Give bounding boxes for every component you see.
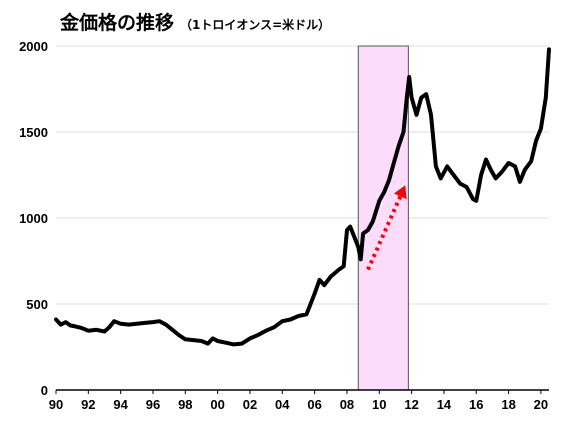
highlight-band <box>357 45 409 391</box>
gold-price-line <box>54 47 551 347</box>
chart-title-main: 金価格の推移 <box>60 12 175 34</box>
x-tick-label: 98 <box>178 397 192 412</box>
x-tick-label: 14 <box>437 397 452 412</box>
y-tick-label: 2000 <box>19 39 48 54</box>
x-tick-label: 20 <box>534 397 548 412</box>
x-tick-label: 10 <box>372 397 386 412</box>
x-tick-label: 92 <box>81 397 95 412</box>
y-tick-label: 500 <box>26 297 48 312</box>
chart-title: 金価格の推移 （1トロイオンス=米ドル） <box>60 8 330 35</box>
y-tick-label: 1500 <box>19 125 48 140</box>
chart-subtitle: （1トロイオンス=米ドル） <box>180 18 331 32</box>
x-tick-label: 12 <box>404 397 418 412</box>
x-tick-label: 90 <box>49 397 63 412</box>
x-tick-label: 96 <box>146 397 160 412</box>
x-tick-label: 00 <box>210 397 224 412</box>
x-tick-label: 08 <box>340 397 354 412</box>
y-tick-label: 0 <box>41 383 48 398</box>
x-tick-label: 04 <box>275 397 290 412</box>
x-tick-label: 18 <box>501 397 515 412</box>
x-tick-label: 06 <box>307 397 321 412</box>
x-tick-label: 94 <box>113 397 128 412</box>
x-tick-label: 02 <box>243 397 257 412</box>
x-tick-label: 16 <box>469 397 483 412</box>
trend-arrow-head <box>393 185 407 200</box>
y-tick-label: 1000 <box>19 211 48 226</box>
